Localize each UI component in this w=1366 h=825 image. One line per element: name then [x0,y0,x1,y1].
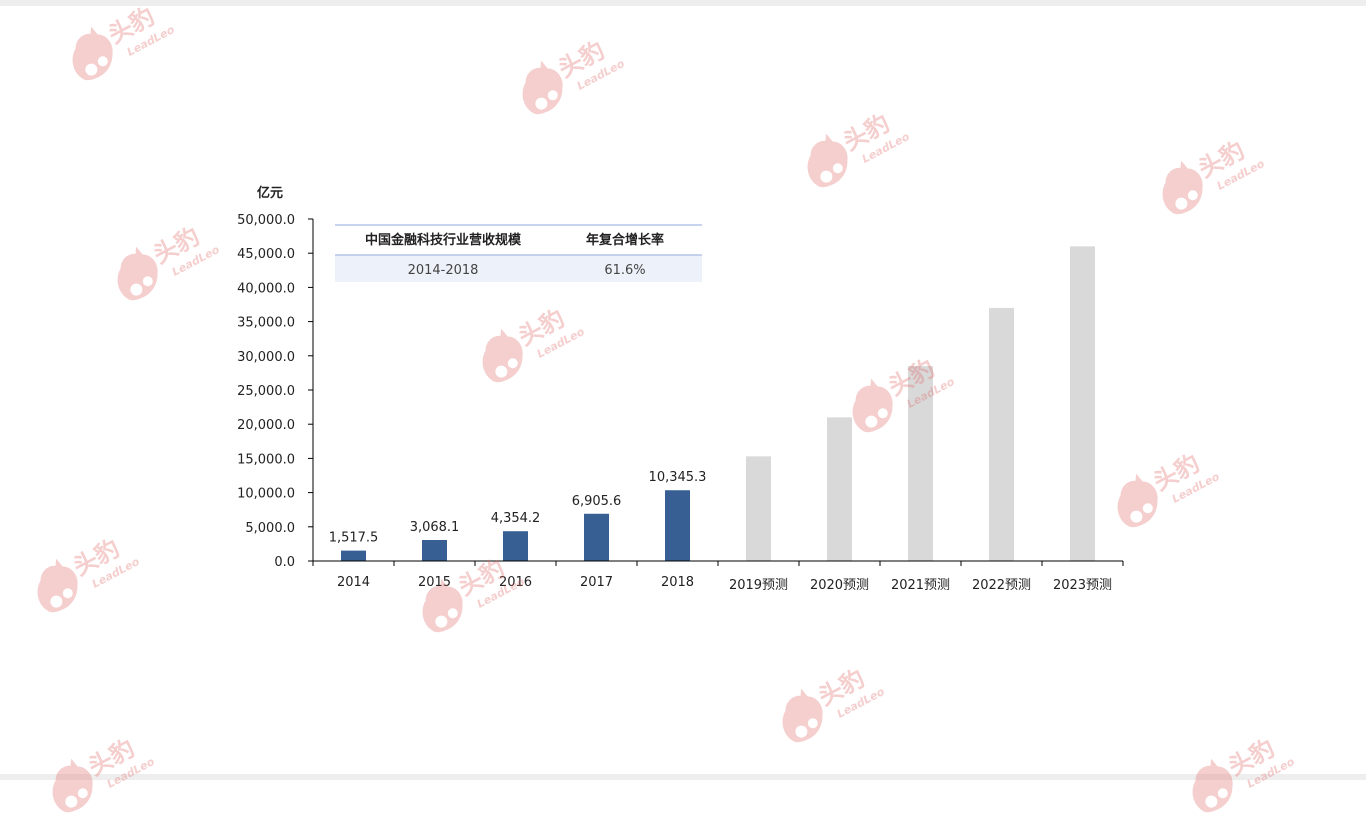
x-axis-ticks: 2014 2015 2016 2017 2018 2019预测 2020预测 2021预测 20… [312,561,1124,593]
bar-2016 [503,531,528,561]
bar-forecast-2022预测 [989,307,1014,561]
bar-2018 [665,490,690,561]
y-tick-label: 0.0 [274,555,295,570]
top-edge [0,0,1366,6]
bar-2014 [341,550,366,561]
table-header-market-size: 中国金融科技行业营收规模 [365,232,522,248]
bottom-edge [0,774,1366,780]
bar-forecast-2021预测 [908,366,933,561]
x-tick-label: 2015 [418,575,451,590]
x-tick-label: 2014 [337,575,370,590]
x-tick-label: 2022预测 [972,578,1031,593]
table-cell-cagr-value: 61.6% [604,263,645,278]
data-label: 10,345.3 [649,470,707,485]
inset-table: 中国金融科技行业营收规模 年复合增长率 2014-2018 61.6% [335,224,702,282]
y-axis-unit-label: 亿元 [257,185,283,201]
y-tick-label: 10,000.0 [237,487,295,502]
bar-forecast-2020预测 [827,417,852,561]
table-cell-period: 2014-2018 [408,263,479,278]
x-tick-label: 2018 [661,575,694,590]
y-axis-ticks: 0.0 5,000.0 10,000.0 15,000.0 20,000.0 25,000… [237,213,313,570]
y-tick-label: 5,000.0 [245,521,295,536]
y-tick-label: 45,000.0 [237,247,295,262]
table-header-cagr: 年复合增长率 [586,232,664,248]
y-tick-label: 30,000.0 [237,350,295,365]
bar-forecast-2023预测 [1070,246,1095,562]
bar-chart: 亿元 0.0 5,000.0 10,000.0 15,000.0 20,000.0 25,… [237,185,1124,593]
table-row-bg [335,255,702,282]
y-tick-label: 15,000.0 [237,452,295,467]
y-tick-label: 35,000.0 [237,316,295,331]
data-label: 1,517.5 [329,531,379,546]
data-label: 3,068.1 [410,520,460,535]
bar-2015 [422,540,447,561]
y-tick-label: 20,000.0 [237,418,295,433]
y-tick-label: 25,000.0 [237,384,295,399]
data-label: 6,905.6 [572,494,622,509]
bars [341,246,1095,562]
x-tick-label: 2020预测 [810,578,869,593]
bar-forecast-2019预测 [746,456,771,561]
x-tick-label: 2023预测 [1053,578,1112,593]
x-tick-label: 2021预测 [891,578,950,593]
x-tick-label: 2017 [580,575,613,590]
y-tick-label: 50,000.0 [237,213,295,228]
data-labels: 1,517.5 3,068.1 4,354.2 6,905.6 10,345.3 [329,470,707,545]
x-tick-label: 2019预测 [729,578,788,593]
x-tick-label: 2016 [499,575,532,590]
y-tick-label: 40,000.0 [237,281,295,296]
data-label: 4,354.2 [491,511,541,526]
bar-2017 [584,513,609,561]
